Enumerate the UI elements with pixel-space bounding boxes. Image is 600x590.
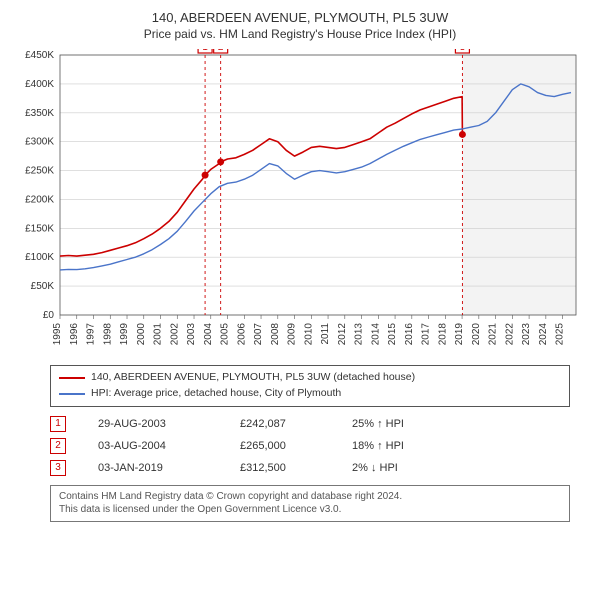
sale-date: 03-JAN-2019 [98,462,208,474]
svg-text:£250K: £250K [25,166,54,177]
svg-text:2017: 2017 [421,323,432,346]
chart-area: £0 £50K £100K £150K £200K £250K £300K £350K £400… [12,49,588,359]
svg-text:£150K: £150K [25,223,54,234]
svg-text:2012: 2012 [337,323,348,346]
svg-text:1997: 1997 [86,323,97,346]
sale-delta: 18% ↑ HPI [352,440,452,452]
attribution-line1: Contains HM Land Registry data © Crown c… [59,490,561,504]
svg-text:£100K: £100K [25,252,54,263]
svg-text:2009: 2009 [287,323,298,346]
svg-text:£350K: £350K [25,108,54,119]
legend-label: HPI: Average price, detached house, City… [91,386,341,402]
sale-price: £265,000 [240,440,320,452]
svg-text:2020: 2020 [471,323,482,346]
svg-text:2002: 2002 [169,323,180,346]
legend: 140, ABERDEEN AVENUE, PLYMOUTH, PL5 3UW … [50,365,570,407]
svg-text:2005: 2005 [220,323,231,346]
svg-text:2023: 2023 [521,323,532,346]
sale-marker: 1 [50,416,66,432]
sale-delta: 2% ↓ HPI [352,462,452,474]
svg-text:2025: 2025 [555,323,566,346]
svg-text:2007: 2007 [253,323,264,346]
svg-text:2021: 2021 [488,323,499,346]
figure-container: 140, ABERDEEN AVENUE, PLYMOUTH, PL5 3UW … [0,0,600,534]
svg-text:2022: 2022 [504,323,515,346]
svg-text:2000: 2000 [136,323,147,346]
sale-row: 3 03-JAN-2019 £312,500 2% ↓ HPI [50,457,570,479]
svg-text:1998: 1998 [102,323,113,346]
svg-text:2011: 2011 [320,323,331,345]
sale-row: 2 03-AUG-2004 £265,000 18% ↑ HPI [50,435,570,457]
svg-text:2024: 2024 [538,323,549,346]
svg-text:£200K: £200K [25,194,54,205]
svg-text:1996: 1996 [69,323,80,346]
svg-text:3: 3 [460,49,466,53]
legend-item: HPI: Average price, detached house, City… [59,386,561,402]
svg-text:2018: 2018 [437,323,448,346]
sale-marker: 3 [50,460,66,476]
svg-text:2: 2 [218,49,224,53]
sale-row: 1 29-AUG-2003 £242,087 25% ↑ HPI [50,413,570,435]
price-chart: £0 £50K £100K £150K £200K £250K £300K £350K £400… [12,49,588,359]
svg-text:2016: 2016 [404,323,415,346]
title-line1: 140, ABERDEEN AVENUE, PLYMOUTH, PL5 3UW [12,10,588,25]
svg-text:2010: 2010 [303,323,314,346]
svg-text:2015: 2015 [387,323,398,346]
sale-marker: 2 [50,438,66,454]
svg-text:£50K: £50K [31,281,55,292]
legend-swatch [59,377,85,379]
attribution-line2: This data is licensed under the Open Gov… [59,503,561,517]
svg-text:1995: 1995 [52,323,63,346]
legend-label: 140, ABERDEEN AVENUE, PLYMOUTH, PL5 3UW … [91,370,415,386]
sales-table: 1 29-AUG-2003 £242,087 25% ↑ HPI 2 03-AUG-200… [50,413,570,479]
svg-text:2004: 2004 [203,323,214,346]
svg-text:£400K: £400K [25,79,54,90]
svg-text:2006: 2006 [236,323,247,346]
svg-text:2003: 2003 [186,323,197,346]
sale-price: £242,087 [240,418,320,430]
svg-text:1: 1 [202,49,208,53]
sale-date: 29-AUG-2003 [98,418,208,430]
attribution: Contains HM Land Registry data © Crown c… [50,485,570,522]
sale-price: £312,500 [240,462,320,474]
svg-text:1999: 1999 [119,323,130,346]
legend-item: 140, ABERDEEN AVENUE, PLYMOUTH, PL5 3UW … [59,370,561,386]
svg-text:£0: £0 [43,310,55,321]
sale-date: 03-AUG-2004 [98,440,208,452]
sale-delta: 25% ↑ HPI [352,418,452,430]
svg-text:2013: 2013 [354,323,365,346]
svg-text:£450K: £450K [25,50,54,61]
svg-text:2008: 2008 [270,323,281,346]
svg-text:2019: 2019 [454,323,465,346]
svg-text:2001: 2001 [153,323,164,346]
svg-text:2014: 2014 [370,323,381,346]
svg-text:£300K: £300K [25,137,54,148]
legend-swatch [59,393,85,395]
title-line2: Price paid vs. HM Land Registry's House … [12,27,588,41]
